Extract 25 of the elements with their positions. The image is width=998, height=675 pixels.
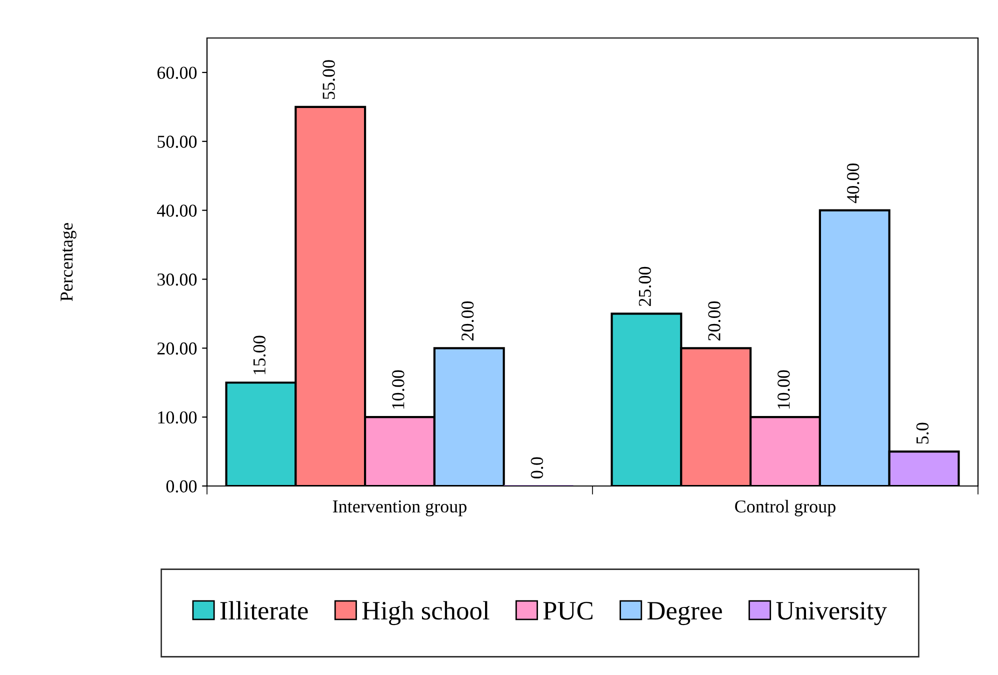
data-label: 20.00 xyxy=(461,301,474,340)
data-label: 40.00 xyxy=(846,163,860,204)
x-tick-label: Intervention group xyxy=(332,500,466,516)
data-label: 5.0 xyxy=(916,422,929,444)
data-label: 10.00 xyxy=(392,370,404,409)
legend-label: Degree xyxy=(647,602,722,626)
y-tick-label: 20.00 xyxy=(157,342,197,355)
data-label: 25.00 xyxy=(638,266,652,306)
y-axis-title: Percentage xyxy=(60,223,76,302)
y-tick-label: 50.00 xyxy=(158,136,197,148)
legend-label: High school xyxy=(362,601,490,626)
legend-label: University xyxy=(776,602,887,626)
y-tick-label: 60.00 xyxy=(157,66,197,79)
legend-label: PUC xyxy=(543,602,592,620)
data-label: 10.00 xyxy=(778,370,790,409)
x-tick-label: Control group xyxy=(735,500,836,516)
y-tick-label: 30.00 xyxy=(158,273,197,286)
data-label: 0.0 xyxy=(530,457,544,478)
data-label: 55.00 xyxy=(322,60,335,99)
data-label: 15.00 xyxy=(253,336,266,374)
y-tick-label: 10.00 xyxy=(158,411,197,424)
legend-label: Illiterate xyxy=(220,601,308,620)
y-tick-label: 40.00 xyxy=(157,204,197,217)
y-tick-label: 0.00 xyxy=(166,480,197,493)
data-label: 20.00 xyxy=(708,301,720,340)
